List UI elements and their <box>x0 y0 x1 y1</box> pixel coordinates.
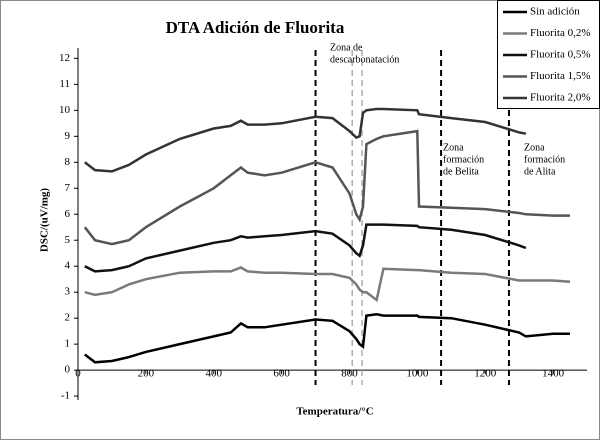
y-tick-label: 4 <box>65 260 71 272</box>
annotation: formación <box>443 154 484 165</box>
y-tick-label: 6 <box>65 208 71 220</box>
x-tick-label: 600 <box>273 368 290 380</box>
x-tick-label: 400 <box>205 368 222 380</box>
y-tick-label: 3 <box>65 286 71 298</box>
annotation: Zona de <box>330 42 363 53</box>
legend-label: Fluorita 0,5% <box>530 49 591 61</box>
x-tick-label: 0 <box>75 368 81 380</box>
series-line <box>84 313 570 364</box>
series-line <box>84 223 527 273</box>
annotation: Zona <box>524 142 545 153</box>
y-tick-label: 0 <box>65 364 71 376</box>
x-tick-label: 1400 <box>542 368 565 380</box>
x-axis-title: Temperatura/°C <box>296 406 373 418</box>
y-tick-label: 11 <box>59 78 70 90</box>
legend-label: Fluorita 1,5% <box>530 70 591 82</box>
legend-label: Fluorita 2,0% <box>530 92 591 104</box>
series-line <box>84 107 527 173</box>
y-tick-label: 8 <box>65 156 71 168</box>
y-tick-label: 7 <box>65 182 71 194</box>
annotation: descarbonatación <box>330 54 399 65</box>
y-tick-label: 1 <box>65 338 71 350</box>
annotation: de Alita <box>524 166 556 177</box>
series-line <box>83 129 570 246</box>
y-axis-title: DSC/(uV/mg) <box>39 188 51 253</box>
y-tick-label: -1 <box>61 390 70 402</box>
legend-label: Sin adición <box>530 6 580 18</box>
y-tick-label: 10 <box>59 104 71 116</box>
x-tick-label: 200 <box>138 368 155 380</box>
annotation: Zona <box>443 142 464 153</box>
series-line <box>84 266 571 303</box>
x-tick-label: 1200 <box>474 368 497 380</box>
y-tick-label: 5 <box>65 234 71 246</box>
y-tick-label: 9 <box>65 130 71 142</box>
x-tick-label: 800 <box>341 368 358 380</box>
annotation: formación <box>524 154 565 165</box>
annotation: de Belita <box>443 166 479 177</box>
y-tick-label: 2 <box>65 312 71 324</box>
y-tick-label: 12 <box>59 52 70 64</box>
chart-title: DTA Adición de Fluorita <box>166 18 345 37</box>
x-tick-label: 1000 <box>406 368 429 380</box>
legend-label: Fluorita 0,2% <box>530 27 591 39</box>
